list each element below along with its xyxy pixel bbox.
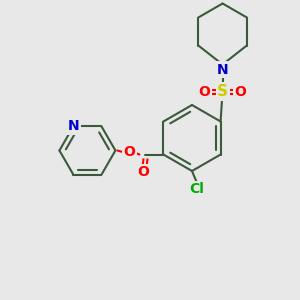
Text: N: N (68, 119, 79, 133)
Text: N: N (217, 62, 228, 76)
Text: O: O (137, 166, 149, 179)
Text: Cl: Cl (190, 182, 204, 196)
Text: S: S (217, 84, 228, 99)
Text: O: O (124, 146, 135, 160)
Text: O: O (199, 85, 211, 98)
Text: O: O (235, 85, 247, 98)
